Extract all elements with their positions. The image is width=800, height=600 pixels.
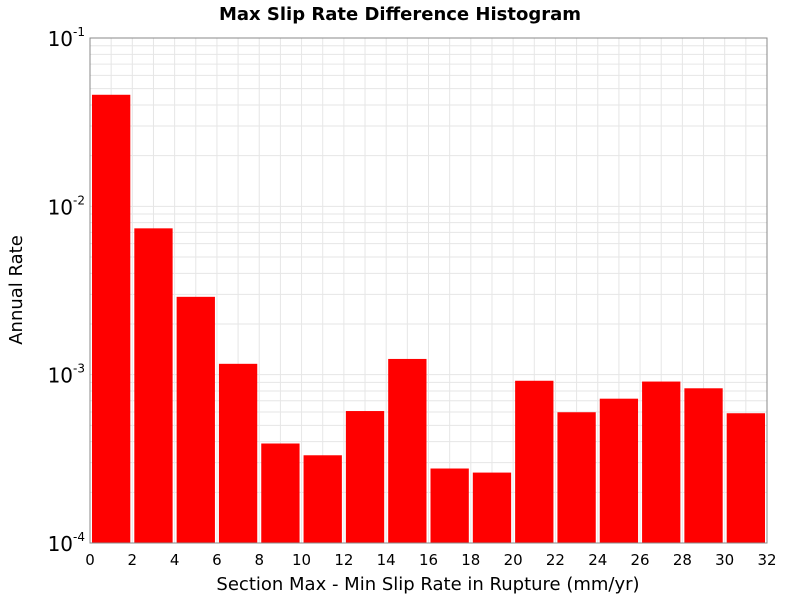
x-tick-label: 2 <box>128 551 138 569</box>
x-tick-label: 10 <box>292 551 311 569</box>
histogram-bar <box>345 411 385 543</box>
histogram-bar <box>430 468 469 543</box>
histogram-bar <box>684 388 723 543</box>
x-tick-label: 8 <box>254 551 264 569</box>
x-tick-label: 4 <box>170 551 180 569</box>
histogram-bar <box>92 94 131 543</box>
x-tick-label: 16 <box>419 551 438 569</box>
x-tick-label: 26 <box>631 551 650 569</box>
y-tick-label: 10-2 <box>48 193 85 219</box>
x-tick-label: 32 <box>757 551 776 569</box>
histogram-bar <box>726 413 765 543</box>
x-tick-label: 22 <box>546 551 565 569</box>
x-tick-label: 14 <box>377 551 396 569</box>
histogram-bar <box>557 412 596 543</box>
histogram-bar <box>134 228 173 543</box>
histogram-bar <box>388 358 427 543</box>
histogram-bar <box>599 398 639 543</box>
x-tick-labels: 0 2 4 6 8 10 12 14 16 18 20 22 24 26 28 30 32 <box>85 551 776 569</box>
y-axis-label: Annual Rate <box>6 235 27 345</box>
histogram-bar <box>515 380 554 543</box>
x-tick-label: 20 <box>504 551 523 569</box>
histogram-bar <box>472 472 512 543</box>
y-tick-label: 10-1 <box>48 25 85 51</box>
y-tick-label: 10-3 <box>48 362 85 388</box>
y-tick-label: 10-4 <box>48 530 85 556</box>
x-tick-label: 18 <box>461 551 480 569</box>
histogram-bar <box>218 363 258 543</box>
x-tick-label: 6 <box>212 551 222 569</box>
histogram-bar <box>261 443 300 543</box>
histogram-bar <box>176 296 215 543</box>
y-tick-labels: 10-4 10-3 10-2 10-1 <box>48 25 85 556</box>
x-tick-label: 30 <box>715 551 734 569</box>
x-tick-label: 24 <box>588 551 607 569</box>
histogram-bar <box>642 381 681 543</box>
x-tick-label: 0 <box>85 551 95 569</box>
x-tick-label: 28 <box>673 551 692 569</box>
chart-title: Max Slip Rate Difference Histogram <box>219 4 581 25</box>
x-axis-label: Section Max - Min Slip Rate in Rupture (… <box>216 574 639 595</box>
histogram-bar <box>303 455 342 543</box>
bars <box>92 94 765 543</box>
x-tick-label: 12 <box>334 551 353 569</box>
plot-frame <box>89 37 768 544</box>
